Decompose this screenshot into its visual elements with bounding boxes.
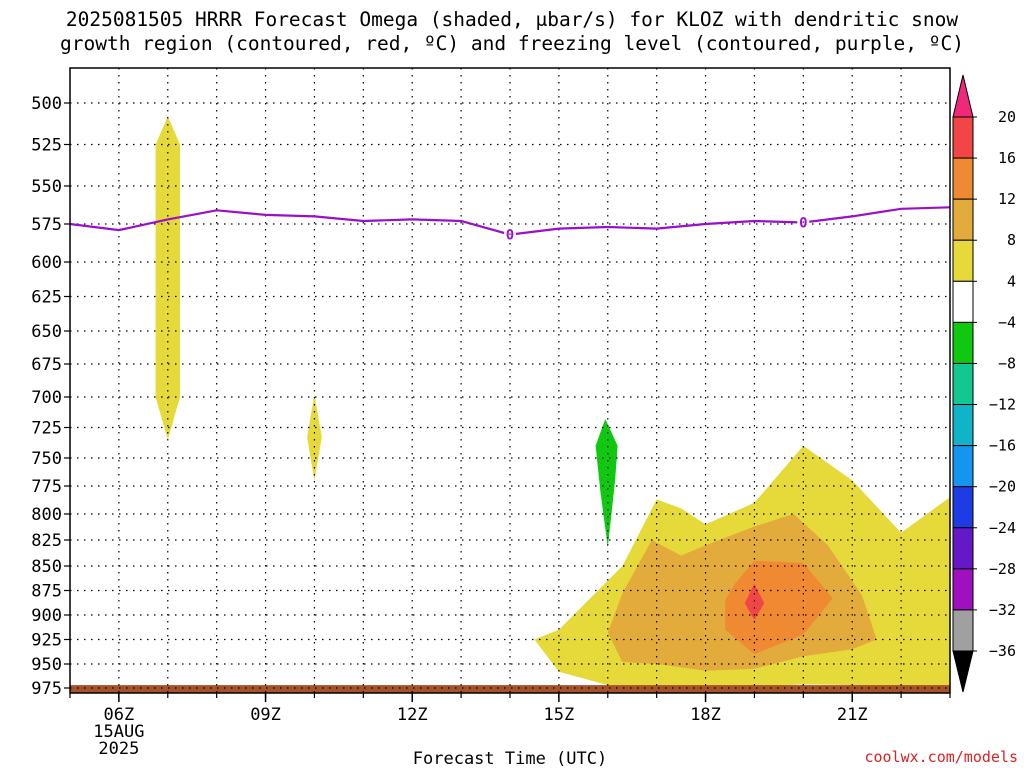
y-tick-label-625: 625 xyxy=(31,288,62,308)
x-axis-label: Forecast Time (UTC) xyxy=(413,749,607,768)
colorbar-label-6: −8 xyxy=(998,354,1016,372)
colorbar-label-4: 4 xyxy=(1007,272,1016,290)
x-tick-label-21Z: 21Z xyxy=(837,705,868,725)
colorbar-segment-8 xyxy=(952,445,974,488)
colorbar-segment-5 xyxy=(952,321,974,364)
colorbar-label-8: −16 xyxy=(989,437,1016,455)
colorbar-segment-9 xyxy=(952,486,974,529)
freezing-label-bg xyxy=(504,226,516,243)
colorbar-segment-4 xyxy=(952,280,974,323)
terrain-layer xyxy=(70,685,950,693)
freezing-label-bg xyxy=(797,214,810,231)
colorbar-label-13: −36 xyxy=(989,642,1016,660)
y-tick-label-975: 975 xyxy=(31,679,62,699)
y-tick-label-600: 600 xyxy=(31,253,62,273)
y-tick-label-750: 750 xyxy=(31,449,62,469)
colorbar-segment-6 xyxy=(952,362,974,406)
colorbar-label-9: −20 xyxy=(989,478,1016,496)
colorbar-bottom-arrow xyxy=(952,650,974,693)
y-tick-label-800: 800 xyxy=(31,505,62,525)
x-tick-label-06Z: 06Z xyxy=(104,705,135,725)
colorbar-segment-12 xyxy=(952,609,974,652)
y-tick-label-500: 500 xyxy=(31,94,62,114)
omega-region-1 xyxy=(307,394,322,481)
colorbar-label-10: −24 xyxy=(989,519,1016,537)
y-tick-label-875: 875 xyxy=(31,582,62,602)
colorbar-segment-2 xyxy=(952,198,974,241)
x-tick-year: 2025 xyxy=(98,739,139,759)
omega-region-6 xyxy=(744,583,765,620)
chart-title: 2025081505 HRRR Forecast Omega (shaded, … xyxy=(0,8,1024,56)
colorbar-label-2: 12 xyxy=(998,190,1016,208)
colorbar-label-5: −4 xyxy=(998,313,1016,331)
y-tick-label-825: 825 xyxy=(31,531,62,551)
credit-text[interactable]: coolwx.com/models xyxy=(864,748,1018,766)
colorbar-label-7: −12 xyxy=(989,396,1016,414)
y-axis: 500 525 550 575 600 625 650 675 700 725 750 775 800 8… xyxy=(31,94,70,699)
x-tick-label-12Z: 12Z xyxy=(397,705,428,725)
colorbar-label-1: 16 xyxy=(998,149,1016,167)
colorbar-segment-3 xyxy=(952,239,974,282)
colorbar-segment-7 xyxy=(952,404,974,447)
colorbar-segment-0 xyxy=(952,116,974,159)
x-tick-label-09Z: 09Z xyxy=(250,705,281,725)
colorbar-label-0: 20 xyxy=(998,108,1016,126)
colorbar-segment-1 xyxy=(952,157,974,200)
x-tick-label-15Z: 15Z xyxy=(544,705,575,725)
y-tick-label-675: 675 xyxy=(31,355,62,375)
colorbar-segment-11 xyxy=(952,568,974,611)
y-tick-label-550: 550 xyxy=(31,177,62,197)
colorbar-label-12: −32 xyxy=(989,601,1016,619)
y-tick-label-525: 525 xyxy=(31,136,62,156)
freezing-level-layer: 00 xyxy=(69,206,951,244)
terrain-strip xyxy=(70,685,950,693)
colorbar-top-arrow xyxy=(952,74,974,118)
y-tick-label-575: 575 xyxy=(31,215,62,235)
colorbar-label-3: 8 xyxy=(1007,231,1016,249)
y-tick-label-925: 925 xyxy=(31,631,62,651)
freezing-level-label: 0 xyxy=(506,228,514,244)
omega-fills xyxy=(155,116,950,688)
x-tick-date: 15AUG xyxy=(93,722,144,742)
title-line-1: 2025081505 HRRR Forecast Omega (shaded, … xyxy=(65,8,959,31)
omega-region-5 xyxy=(725,560,833,655)
omega-region-2 xyxy=(595,419,618,548)
colorbar: 20 16 12 8 4 −4 −8 −12 −16 −20 −24 −28 −32 −36 xyxy=(952,74,1016,693)
y-tick-label-700: 700 xyxy=(31,388,62,408)
colorbar-label-11: −28 xyxy=(989,560,1016,578)
y-tick-label-775: 775 xyxy=(31,477,62,497)
y-tick-label-950: 950 xyxy=(31,655,62,675)
y-tick-label-650: 650 xyxy=(31,322,62,342)
colorbar-segment-10 xyxy=(952,527,974,570)
y-tick-label-900: 900 xyxy=(31,606,62,626)
y-tick-label-850: 850 xyxy=(31,557,62,577)
x-tick-label-18Z: 18Z xyxy=(690,705,721,725)
y-tick-label-725: 725 xyxy=(31,419,62,439)
freezing-level-label: 0 xyxy=(799,215,807,231)
title-line-2: growth region (contoured, red, ºC) and f… xyxy=(60,32,964,55)
